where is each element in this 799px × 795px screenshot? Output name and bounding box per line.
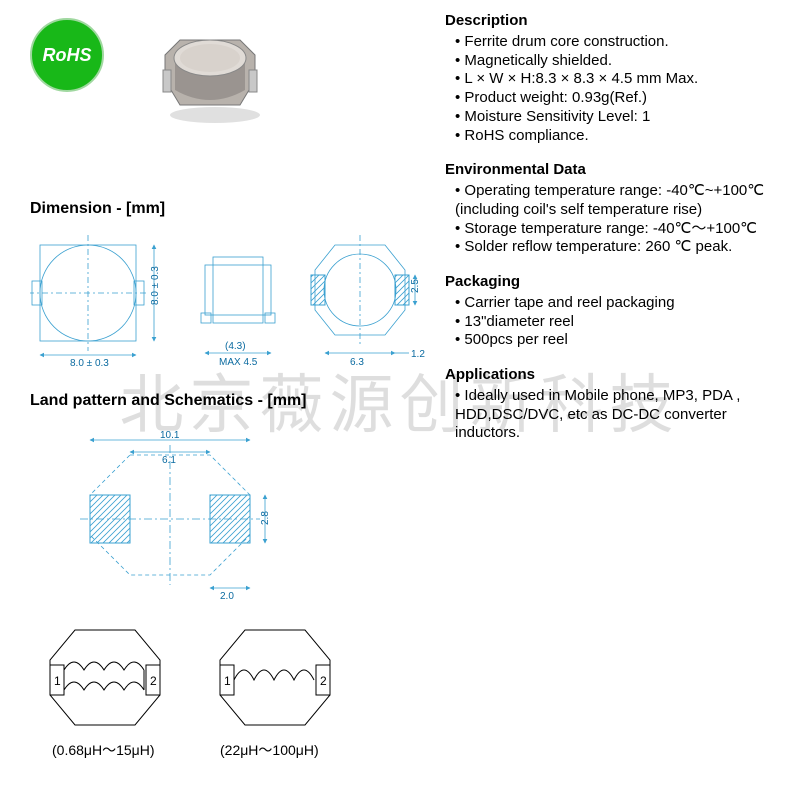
rohs-badge: RoHS xyxy=(30,18,104,92)
dim-text: 2.8 xyxy=(260,511,271,525)
side-view: (4.3) MAX 4.5 xyxy=(201,257,275,368)
list-item: Solder reflow temperature: 260 ℃ peak. xyxy=(455,238,790,257)
list-item: Operating temperature range: -40℃~+100℃ xyxy=(455,182,790,201)
description-list: Ferrite drum core construction. Magnetic… xyxy=(445,33,790,146)
top-view: 8.0 ± 0.3 8.0 ± 0.3 xyxy=(30,235,161,369)
dimension-drawings: 8.0 ± 0.3 8.0 ± 0.3 (4.3) MAX 4.5 xyxy=(30,235,430,370)
list-item: RoHS compliance. xyxy=(455,127,790,146)
dim-text: 2.5 xyxy=(410,279,421,293)
land-pattern-drawing: 10.1 6.1 2.8 2.0 xyxy=(60,430,320,600)
list-item: Magnetically shielded. xyxy=(455,52,790,71)
env-heading: Environmental Data xyxy=(445,161,790,180)
schematic-right-caption: (22μH～100μH) xyxy=(220,740,319,760)
list-item: L × W × H:8.3 × 8.3 × 4.5 mm Max. xyxy=(455,70,790,89)
list-item: (including coil's self temperature rise) xyxy=(455,201,790,220)
packaging-heading: Packaging xyxy=(445,273,790,292)
dim-text: 10.1 xyxy=(160,430,180,441)
pin-label: 1 xyxy=(224,674,231,688)
dim-text: 8.0 ± 0.3 xyxy=(70,358,109,369)
schematic-symbols: 1 2 1 2 (0.68μH～15μH) (22μH～100μH) xyxy=(40,620,360,780)
env-list: Operating temperature range: -40℃~+100℃ … xyxy=(445,182,790,257)
description-heading: Description xyxy=(445,12,790,31)
list-item: Ferrite drum core construction. xyxy=(455,33,790,52)
dim-text: MAX 4.5 xyxy=(219,357,258,368)
applications-list: Ideally used in Mobile phone, MP3, PDA ,… xyxy=(445,387,790,443)
list-item: Storage temperature range: -40℃～+100℃ xyxy=(455,220,790,239)
dim-text: 1.2 xyxy=(411,349,425,360)
dim-text: (4.3) xyxy=(225,341,246,352)
pin-label: 2 xyxy=(150,674,157,688)
list-item: Moisture Sensitivity Level: 1 xyxy=(455,108,790,127)
packaging-list: Carrier tape and reel packaging 13"diame… xyxy=(445,294,790,350)
product-3d-render xyxy=(155,10,280,130)
spec-text-column: Description Ferrite drum core constructi… xyxy=(445,12,790,459)
schematic-left: 1 2 xyxy=(50,630,160,725)
land-pattern-section-title: Land pattern and Schematics - [mm] xyxy=(30,392,307,410)
list-item: 13"diameter reel xyxy=(455,313,790,332)
dim-text: 8.0 ± 0.3 xyxy=(150,266,161,305)
list-item: Carrier tape and reel packaging xyxy=(455,294,790,313)
schematic-left-caption: (0.68μH～15μH) xyxy=(52,740,155,760)
dim-text: 6.1 xyxy=(162,455,176,466)
pin-label: 2 xyxy=(320,674,327,688)
dim-text: 2.0 xyxy=(220,591,234,600)
bottom-view: 6.3 1.2 2.5 xyxy=(311,235,425,368)
list-item: Ideally used in Mobile phone, MP3, PDA ,… xyxy=(455,387,790,443)
dimension-section-title: Dimension - [mm] xyxy=(30,200,165,218)
list-item: Product weight: 0.93g(Ref.) xyxy=(455,89,790,108)
pin-label: 1 xyxy=(54,674,61,688)
datasheet-page: RoHS Description Ferrite drum core const… xyxy=(0,0,799,795)
dim-text: 6.3 xyxy=(350,357,364,368)
schematic-right: 1 2 xyxy=(220,630,330,725)
rohs-label: RoHS xyxy=(43,45,92,66)
list-item: 500pcs per reel xyxy=(455,331,790,350)
applications-heading: Applications xyxy=(445,366,790,385)
